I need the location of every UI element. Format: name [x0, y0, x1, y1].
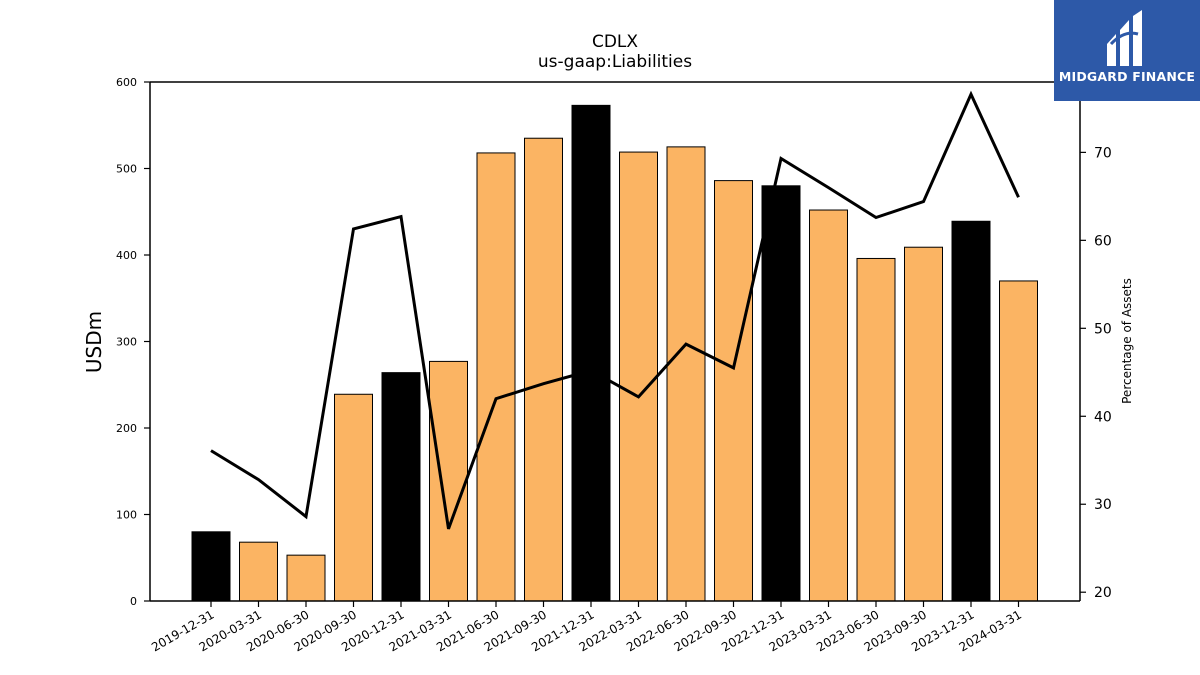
y-tick-label: 200 [116, 422, 137, 435]
bar-2024-03-31 [999, 280, 1038, 602]
y-tick-label: 0 [130, 595, 137, 608]
bar-2021-06-30 [476, 152, 516, 602]
y-tick-label: 600 [116, 76, 137, 89]
bar-series [191, 104, 1038, 602]
bar-2021-09-30 [524, 137, 563, 602]
chart-subtitle: us-gaap:Liabilities [537, 52, 693, 72]
bar-2023-03-31 [809, 209, 848, 602]
bar-2020-06-30 [286, 554, 326, 602]
y2-tick-label: 30 [1094, 497, 1112, 513]
y-tick-label: 100 [116, 509, 137, 522]
percentage-line [210, 90, 1020, 530]
bar-2019-12-31 [191, 531, 231, 602]
line-series [210, 90, 1020, 530]
y-axis-left: 0 100 200 300 400 500 600 [116, 76, 150, 608]
y2-tick-label: 60 [1094, 233, 1112, 249]
bar-2022-12-31 [761, 185, 801, 602]
brand-logo: MIDGARD FINANCE [1054, 0, 1200, 101]
bar-2021-12-31 [571, 104, 611, 602]
logo-text: MIDGARD FINANCE [1058, 69, 1196, 84]
bar-2022-06-30 [666, 146, 706, 602]
bar-2023-12-31 [951, 220, 991, 602]
bar-2022-03-31 [619, 151, 658, 602]
y2-tick-label: 50 [1094, 321, 1112, 337]
y-tick-label: 300 [116, 336, 137, 349]
y-tick-label: 500 [116, 163, 137, 176]
bar-2020-03-31 [239, 541, 278, 602]
x-axis: 2019-12-312020-03-312020-06-302020-09-30… [149, 601, 1024, 654]
chart-title: CDLX [591, 32, 639, 52]
y-tick-label: 400 [116, 249, 137, 262]
bar-2022-09-30 [714, 180, 753, 602]
bar-2020-12-31 [381, 372, 421, 602]
y-axis-right: 20 30 40 50 60 70 [1080, 145, 1112, 601]
y2-tick-label: 70 [1094, 145, 1112, 161]
bar-2023-06-30 [856, 257, 896, 602]
y2-tick-label: 40 [1094, 409, 1112, 425]
bar-2020-09-30 [334, 393, 373, 602]
bar-2021-03-31 [429, 360, 468, 602]
y2-tick-label: 20 [1094, 585, 1112, 601]
y-axis-label: USDm [82, 311, 106, 373]
logo-mark-icon [1107, 10, 1142, 66]
y2-axis-label: Percentage of Assets [1120, 278, 1134, 404]
bar-2023-09-30 [904, 246, 943, 602]
